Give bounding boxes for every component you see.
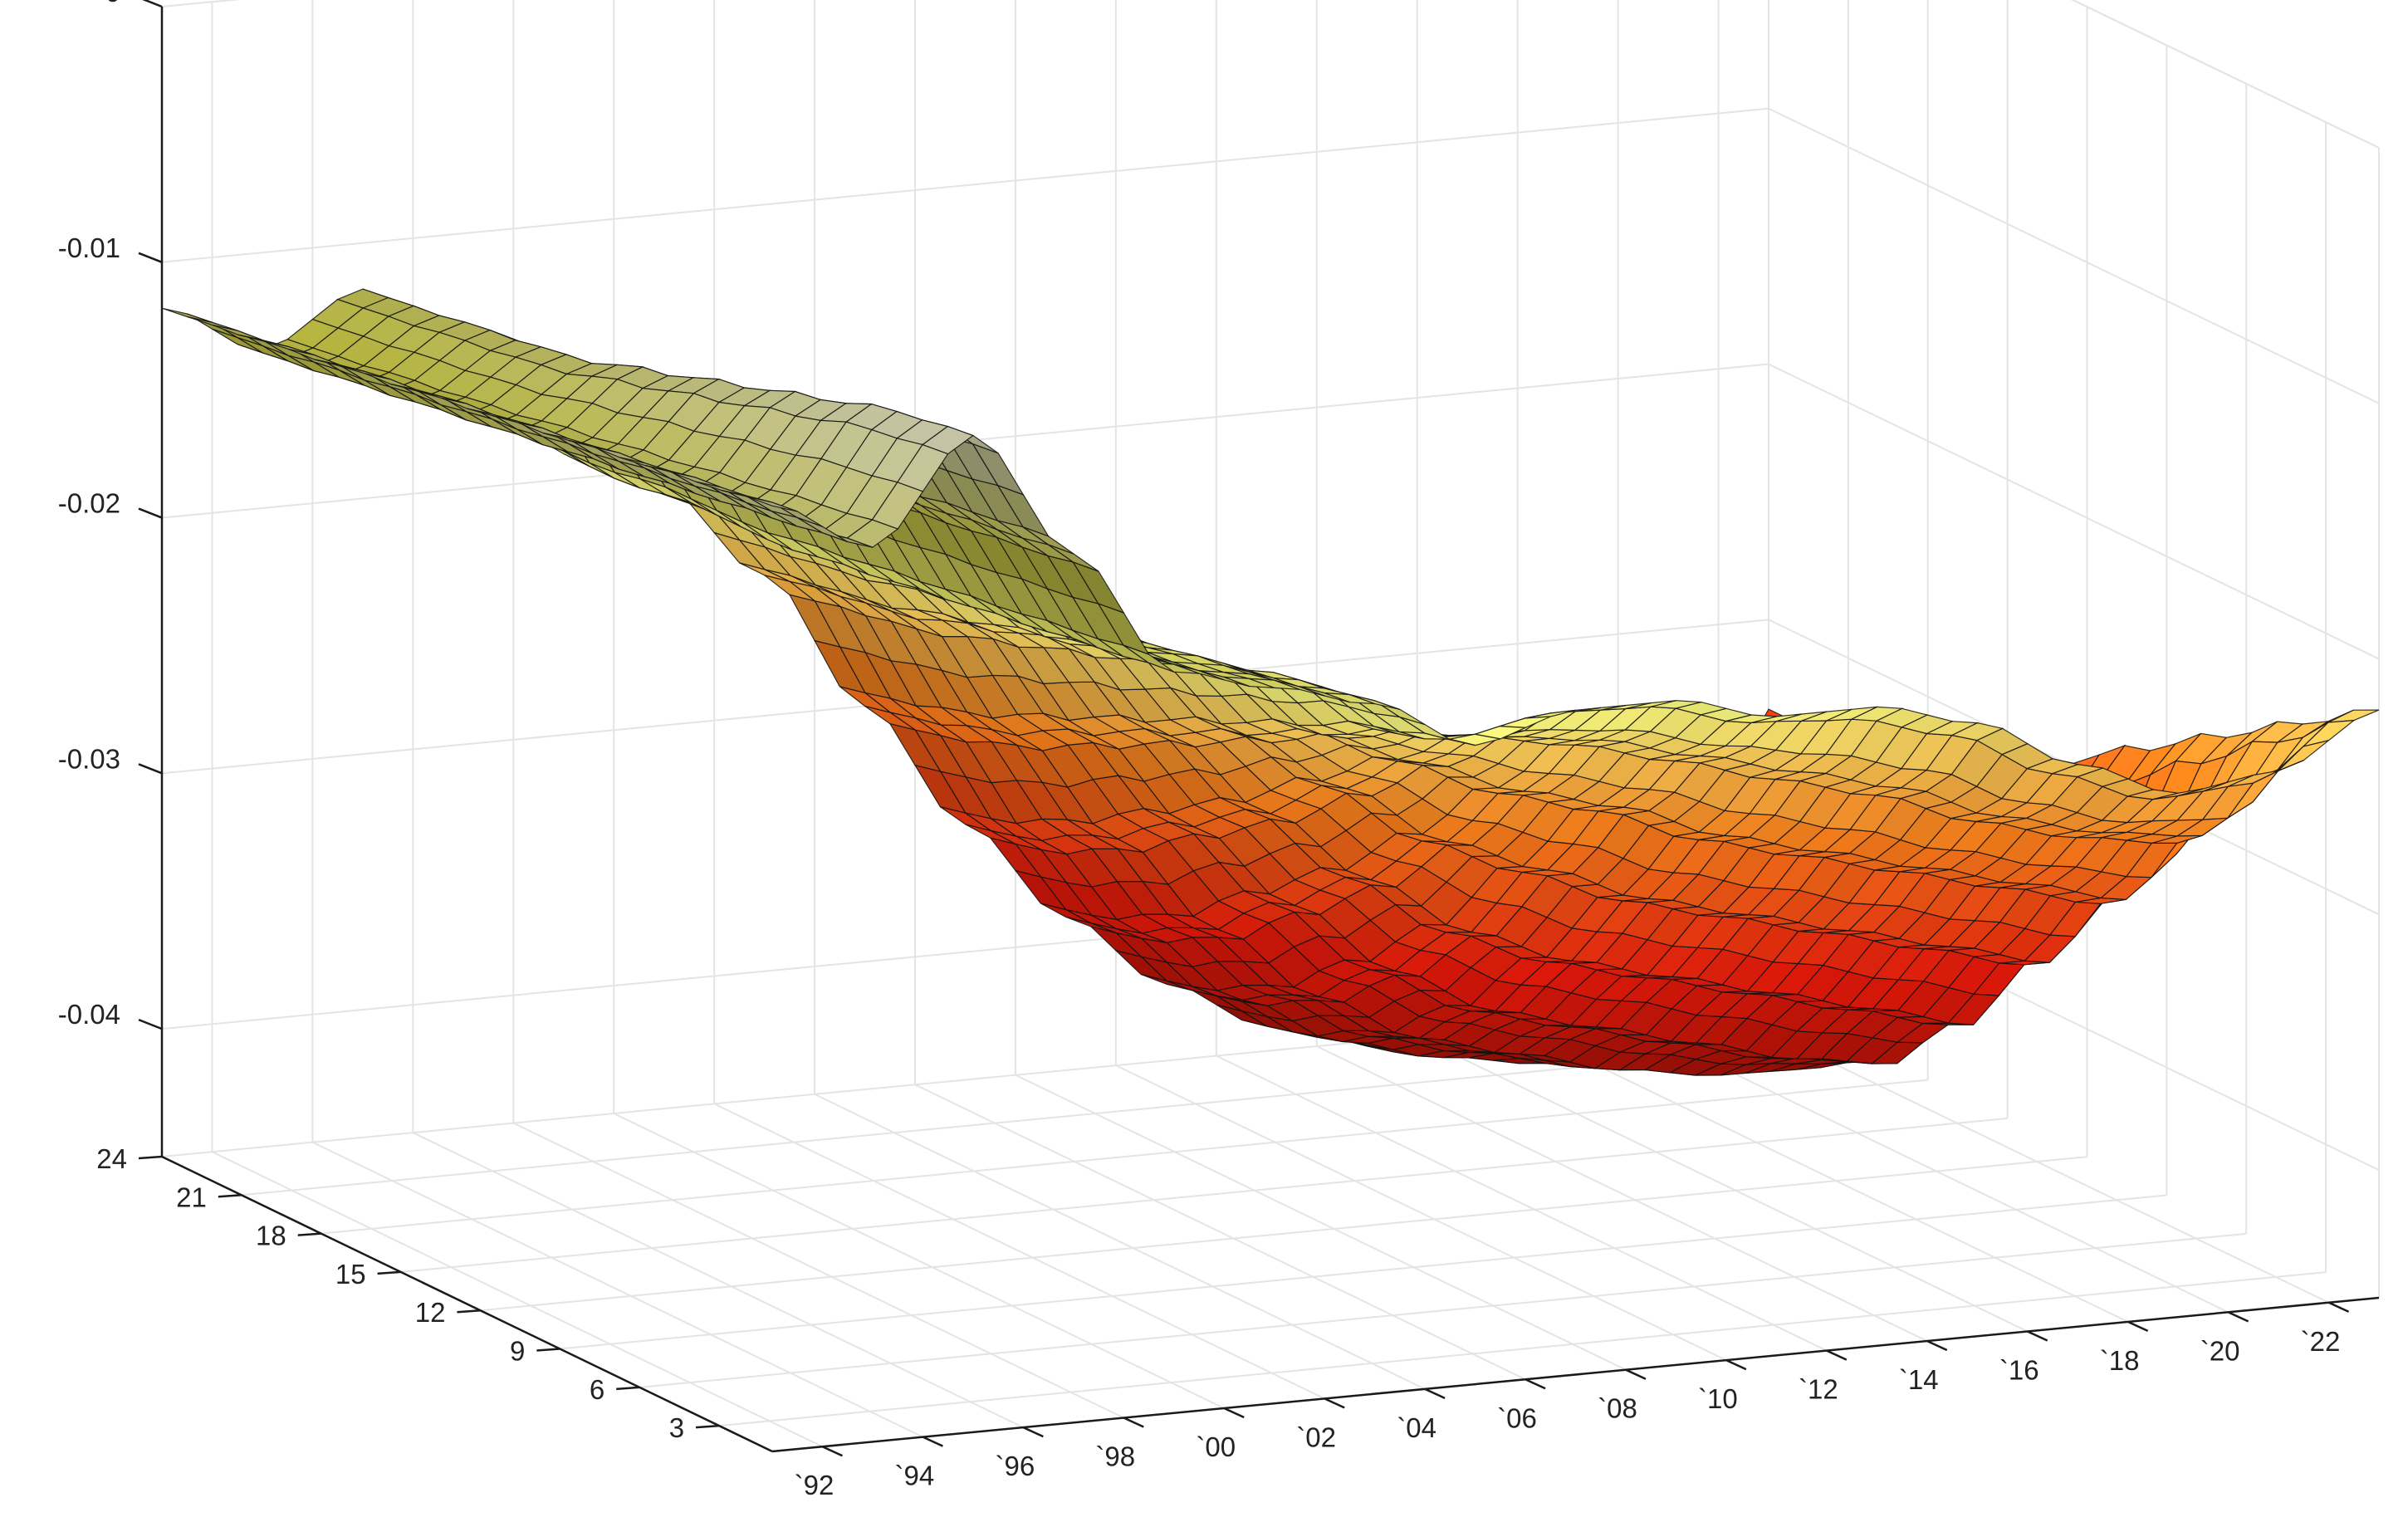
z-tick-label: -0.03 [58,743,120,774]
grid-floor-x [512,1122,1124,1419]
grid-floor-y [639,1232,2247,1388]
x-tick-label: `16 [1999,1354,2039,1385]
y-tick [297,1232,321,1236]
x-tick-label: `92 [795,1470,834,1500]
x-tick-label: `22 [2301,1326,2341,1357]
grid-floor-x [1216,1055,1828,1352]
surface-patch [746,496,798,512]
axis-lines [160,7,2380,1453]
x-tick-label: `06 [1497,1402,1537,1433]
grid-floor-x [1316,1045,1928,1342]
grid-floor-x [814,1093,1426,1390]
x-tick [1926,1339,1948,1352]
x-tick [1826,1349,1848,1361]
x-tick-label: `14 [1899,1364,1939,1395]
y-tick [616,1386,640,1391]
grid-floor-y [321,1079,1928,1235]
grid-floor-y [718,1271,2327,1427]
tick-labels: `92 `94 `96 `98 `00 `02 `04 `06 `08 `10 `12 `14 `16 `… [58,0,2341,1500]
z-tick [138,507,163,519]
surface-mesh [161,288,2380,1076]
x-tick [2027,1330,2048,1342]
grid-floor-x [713,1103,1325,1400]
x-tick [1725,1359,1747,1371]
y-tick-label: 3 [669,1412,684,1443]
y-tick [377,1270,401,1275]
z-tick [138,252,163,263]
x-tick-label: `08 [1598,1393,1637,1424]
y-axis-line [161,1155,773,1453]
x-tick-label: `20 [2200,1335,2240,1366]
x-tick [1123,1417,1144,1428]
grid-floor-x [613,1113,1225,1409]
tick-marks [138,0,2350,1457]
x-tick-label: `10 [1698,1383,1738,1414]
y-tick [138,1155,163,1160]
grid-box-edge [2071,0,2380,149]
grid-floor-x [914,1084,1526,1381]
x-tick-label: `96 [995,1451,1035,1481]
grid-floor-x [412,1132,1024,1428]
y-tick [695,1424,720,1429]
x-tick-label: `98 [1095,1441,1135,1472]
grid-floor-x [1015,1074,1627,1371]
y-tick-label: 6 [590,1374,604,1405]
x-tick-label: `18 [2100,1345,2140,1376]
x-tick-label: `12 [1799,1374,1838,1405]
z-tick-label: 0 [105,0,120,7]
y-tick [457,1309,481,1314]
z-tick-label: -0.01 [58,232,120,263]
x-tick [922,1436,943,1447]
grid-floor-x [1517,1026,2129,1323]
grid-floor-x [1115,1064,1727,1362]
x-tick [1424,1387,1446,1399]
grid-right-z [1768,363,2380,660]
y-tick-label: 15 [335,1259,366,1289]
y-tick-label: 18 [256,1221,286,1251]
grid-floor-x [1417,1035,2029,1333]
y-tick-label: 12 [415,1297,446,1328]
x-tick-label: `04 [1397,1412,1436,1443]
x-tick-label: `94 [895,1461,935,1491]
grid-floor-y [400,1117,2008,1273]
z-tick [142,0,163,8]
grid-right-z [1768,107,2380,404]
x-tick-label: `02 [1296,1422,1336,1452]
z-tick-label: -0.04 [58,999,120,1030]
x-tick [821,1446,843,1457]
grid-floor-y [480,1156,2087,1312]
y-tick-label: 24 [96,1143,127,1174]
z-tick [138,763,163,775]
x-tick-label: `00 [1196,1431,1236,1462]
grid-floor-x [212,1151,823,1448]
grid-floor-y [560,1194,2167,1350]
x-tick [1324,1397,1345,1409]
x-tick [2228,1311,2249,1323]
grid-floor-x [311,1141,923,1438]
x-axis-line [771,1296,2380,1453]
x-tick [1022,1426,1044,1438]
x-tick [1625,1368,1647,1380]
z-tick-label: -0.02 [58,488,120,519]
y-tick [536,1348,560,1352]
x-tick [1223,1407,1245,1419]
grid-back-z [161,107,1769,263]
y-tick [218,1194,242,1198]
z-tick [138,1018,163,1030]
y-tick-label: 9 [510,1336,525,1367]
x-tick [2328,1301,2350,1313]
x-tick [2127,1320,2149,1333]
y-tick-label: 21 [176,1182,207,1212]
x-tick [1525,1378,1546,1390]
